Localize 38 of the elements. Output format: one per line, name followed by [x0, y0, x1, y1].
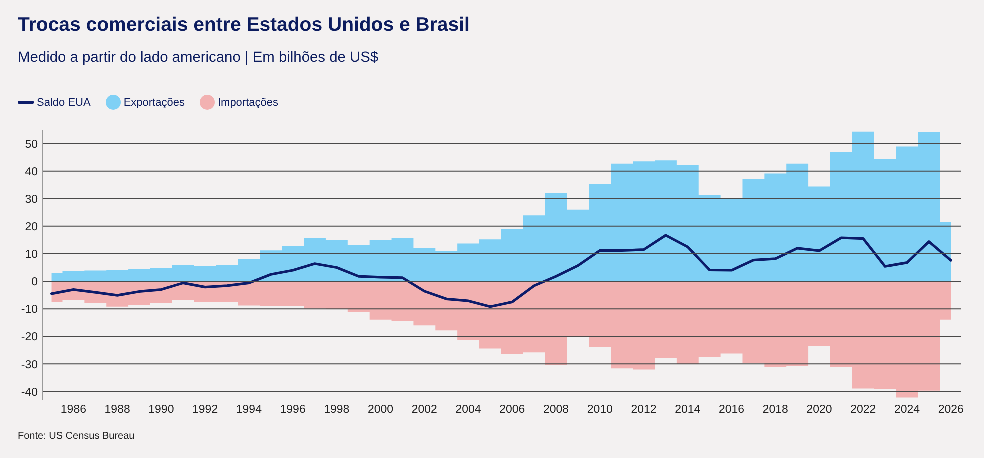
x-tick-label: 2014: [675, 404, 702, 416]
x-tick-label: 1988: [104, 404, 130, 416]
y-tick-label: -30: [21, 359, 38, 372]
x-tick-label: 1990: [148, 404, 174, 416]
x-tick-label: 2016: [718, 404, 745, 416]
y-tick-label: 40: [25, 166, 38, 178]
chart-subtitle: Medido a partir do lado americano | Em bilhões de US$: [18, 50, 379, 66]
x-tick-label: 2006: [500, 404, 526, 416]
x-tick-label: 1994: [236, 404, 263, 416]
y-tick-label: 50: [25, 138, 38, 151]
x-tick-label: 1998: [324, 404, 350, 416]
chart-title: Trocas comerciais entre Estados Unidos e Brasil: [18, 14, 470, 37]
x-tick-label: 1992: [192, 404, 218, 416]
x-tick-label: 2000: [368, 404, 394, 416]
y-tick-label: 20: [25, 222, 38, 234]
x-tick-label: 2026: [938, 404, 964, 416]
y-tick-label: 10: [25, 249, 38, 262]
y-tick-label: 0: [32, 276, 38, 289]
legend-label: Importações: [218, 96, 278, 108]
x-tick-label: 2012: [631, 404, 657, 416]
x-tick-label: 2002: [412, 404, 438, 416]
x-tick-label: 2010: [587, 404, 613, 416]
x-tick-label: 2018: [762, 404, 788, 416]
y-tick-label: -40: [21, 386, 38, 399]
y-tick-label: 30: [25, 194, 38, 206]
x-tick-label: 1996: [280, 404, 306, 416]
y-tick-label: -10: [21, 304, 38, 316]
line-series: [50, 234, 952, 308]
legend-label: Saldo EUA: [37, 96, 91, 108]
x-tick-label: 2022: [850, 404, 876, 416]
x-tick-label: 1986: [60, 404, 87, 416]
y-tick-label: -20: [21, 332, 38, 344]
x-tick-label: 2008: [543, 404, 570, 416]
source-note: Fonte: US Census Bureau: [18, 431, 135, 442]
x-tick-label: 2020: [806, 404, 832, 416]
legend-label: Exportações: [124, 96, 185, 108]
x-tick-label: 2004: [456, 404, 482, 416]
x-tick-label: 2024: [894, 404, 921, 416]
